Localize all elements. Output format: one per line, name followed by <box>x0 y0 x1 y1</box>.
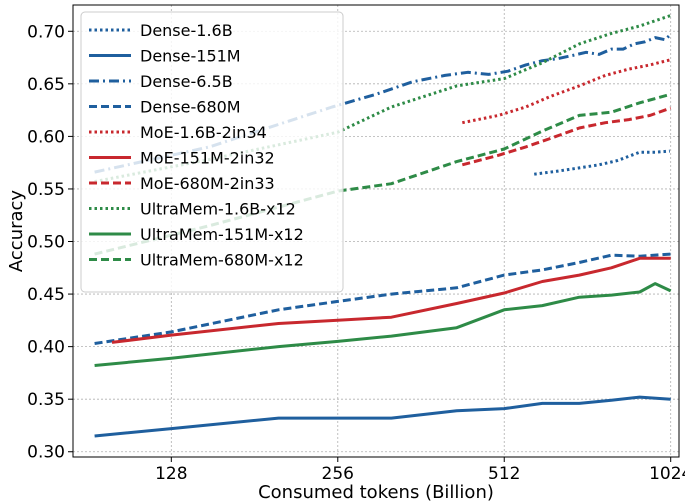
x-tick-label: 512 <box>488 464 520 484</box>
legend: Dense-1.6B Dense-151M Dense-6.5B Dense-680M… <box>80 11 344 293</box>
series-line-dense-151m <box>94 395 671 438</box>
series-line-moe-680m-2in33 <box>461 106 672 167</box>
legend-label-dense-1-6b: Dense-1.6B <box>140 21 233 40</box>
legend-label-ultramem-680m-x12: UltraMem-680M-x12 <box>140 251 304 270</box>
y-axis-label: Accuracy <box>6 190 27 273</box>
y-tick-label: 0.35 <box>27 390 65 410</box>
series-line-dense-6-5b <box>94 33 672 174</box>
legend-label-moe-151m-2in32: MoE-151M-2in32 <box>140 149 275 168</box>
x-tick-label: 256 <box>322 464 354 484</box>
series-line-dense-1-6b <box>534 149 670 176</box>
legend-label-ultramem-151m-x12: UltraMem-151M-x12 <box>140 225 304 244</box>
y-tick-label: 0.65 <box>27 75 65 95</box>
series-line-ultramem-151m-x12 <box>94 282 672 367</box>
series-line-moe-1-6b-2in34 <box>462 58 672 125</box>
y-tick-label: 0.55 <box>27 180 65 200</box>
legend-label-dense-151m: Dense-151M <box>140 47 241 66</box>
y-tick-label: 0.40 <box>27 338 65 358</box>
legend-box <box>80 11 344 293</box>
y-tick-label: 0.30 <box>27 443 65 463</box>
series-line-moe-151m-2in32 <box>111 256 671 344</box>
x-tick-label: 1024 <box>649 464 685 484</box>
axis-ticks: 128 256 512 1024 0.30 0.35 0.40 0.45 0.50 0.55 0.6… <box>27 22 685 484</box>
plot-frame <box>72 4 680 458</box>
y-tick-label: 0.50 <box>27 233 65 253</box>
y-tick-label: 0.45 <box>27 285 65 305</box>
legend-label-dense-680m: Dense-680M <box>140 98 241 117</box>
series-line-dense-680m <box>94 252 671 345</box>
series-layer <box>94 14 672 438</box>
y-tick-label: 0.70 <box>27 22 65 42</box>
y-tick-label: 0.60 <box>27 127 65 147</box>
x-tick-label: 128 <box>155 464 187 484</box>
legend-label-dense-6-5b: Dense-6.5B <box>140 72 233 91</box>
legend-label-moe-680m-2in33: MoE-680M-2in33 <box>140 174 275 193</box>
legend-label-ultramem-1-6b-x12: UltraMem-1.6B-x12 <box>140 200 296 219</box>
x-axis-label: Consumed tokens (Billion) <box>258 482 494 503</box>
legend-label-moe-1-6b-2in34: MoE-1.6B-2in34 <box>140 123 267 142</box>
